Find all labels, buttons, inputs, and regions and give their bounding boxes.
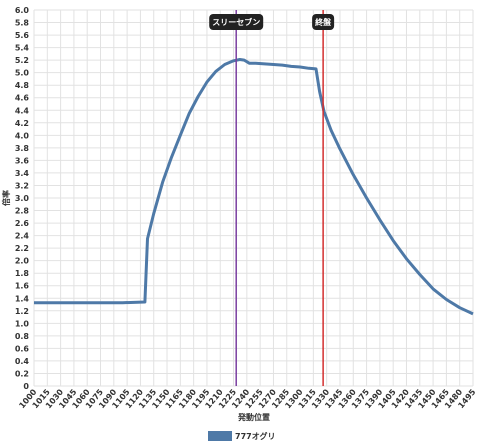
y-tick-label: 4.6 (15, 94, 30, 103)
y-tick-label: 1.8 (15, 269, 30, 278)
x-axis-title: 発動位置 (237, 412, 270, 422)
y-tick-label: 0.8 (15, 332, 30, 341)
y-tick-label: 2.4 (15, 232, 30, 241)
annotation-label-box (312, 14, 335, 30)
y-tick-label: 5.0 (15, 69, 30, 78)
y-tick-label: 0.6 (15, 344, 30, 353)
y-tick-label: 0.4 (15, 357, 30, 366)
y-tick-label: 1.4 (15, 294, 30, 303)
y-tick-label: 4.2 (15, 119, 29, 128)
y-tick-label: 3.0 (15, 194, 30, 203)
series-line-0 (34, 58, 474, 316)
y-tick-label: 3.4 (15, 169, 30, 178)
plot-area (33, 58, 474, 316)
y-axis-title: 倍率 (1, 190, 11, 207)
grid-lines (33, 9, 474, 387)
y-tick-label: 4.4 (15, 106, 30, 115)
y-tick-label: 2.6 (15, 219, 30, 228)
y-tick-label: 4.8 (15, 81, 30, 90)
y-tick-label: 2.8 (15, 207, 30, 216)
y-tick-label: 5.6 (15, 31, 30, 40)
y-tick-label: 1.2 (15, 307, 29, 316)
annotation-label: 終盤 (315, 17, 332, 27)
y-tick-label: 3.8 (15, 144, 30, 153)
annotation-label-box (209, 14, 264, 30)
y-tick-label: 1.6 (15, 282, 30, 291)
y-tick-label: 3.6 (15, 156, 30, 165)
y-axis-ticks: 0 0.2 0.4 0.6 0.8 1.0 1.2 1.4 1.6 1.8 2.0 2.2 2.4 2.6… (15, 6, 30, 391)
legend-label: 777オグリ (235, 431, 276, 441)
y-tick-label: 6.0 (15, 6, 30, 15)
y-tick-label: 2.0 (15, 257, 30, 266)
y-tick-label: 2.2 (15, 244, 29, 253)
y-tick-label: 0 (23, 382, 29, 391)
legend[interactable]: 777オグリ (208, 431, 276, 441)
y-tick-label: 5.8 (15, 19, 30, 28)
legend-swatch (208, 431, 232, 441)
y-tick-label: 1.0 (15, 319, 30, 328)
annotation-lines: スリーセブン 終盤 (209, 10, 335, 386)
y-tick-label: 4.0 (15, 131, 30, 140)
annotation-label: スリーセブン (212, 17, 260, 27)
y-tick-label: 0.2 (15, 369, 29, 378)
x-axis-ticks: 1000101510301045106010751090110511201135… (17, 387, 477, 410)
y-tick-label: 5.2 (15, 56, 29, 65)
y-tick-label: 5.4 (15, 44, 30, 53)
y-tick-label: 3.2 (15, 181, 29, 190)
